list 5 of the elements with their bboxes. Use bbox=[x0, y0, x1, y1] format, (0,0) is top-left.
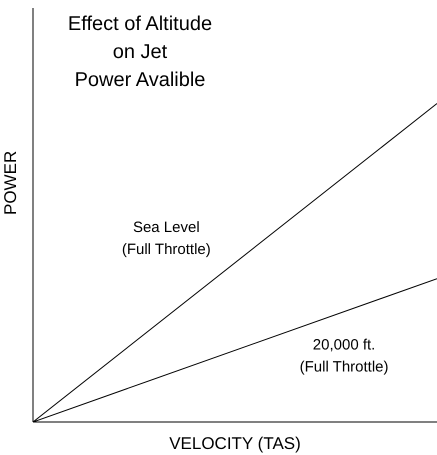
y-axis-title: POWER bbox=[1, 150, 20, 215]
series-label: 20,000 ft. (Full Throttle) bbox=[300, 336, 389, 376]
chart-title: Effect of Altitude on Jet Power Avalible bbox=[68, 13, 212, 91]
series-label: Sea Level (Full Throttle) bbox=[122, 218, 211, 258]
x-axis-title: VELOCITY (TAS) bbox=[169, 434, 301, 453]
